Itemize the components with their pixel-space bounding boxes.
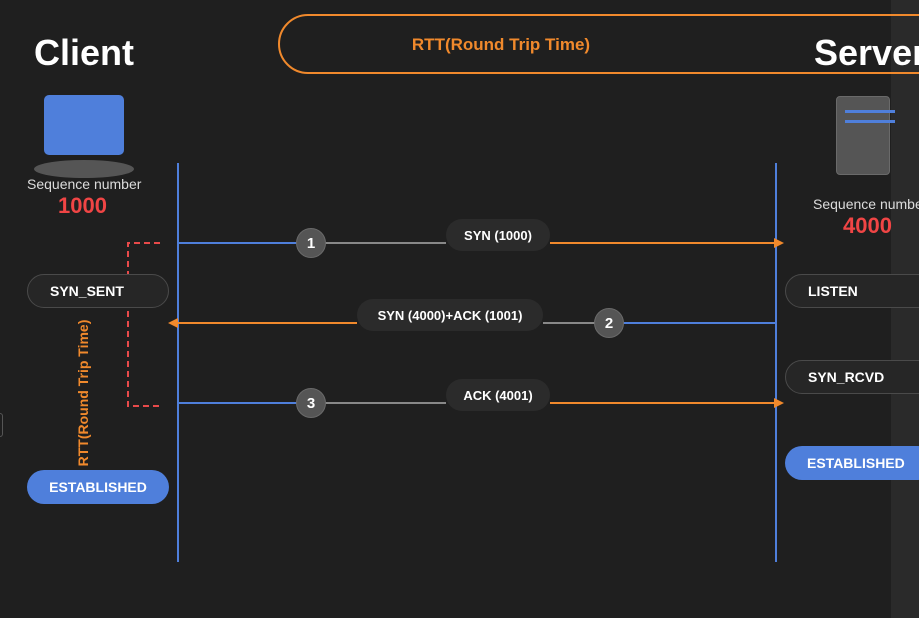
laptop-base-icon — [34, 160, 134, 178]
server-state-listen: LISTEN — [785, 274, 919, 308]
message-3-label: ACK (4001) — [446, 379, 550, 411]
client-sequence-label: Sequence number — [27, 176, 142, 192]
message-1-label: SYN (1000) — [446, 219, 550, 251]
client-state-syn-sent: SYN_SENT — [27, 274, 169, 308]
step-2-badge: 2 — [594, 308, 624, 338]
rtt-banner-label: RTT(Round Trip Time) — [411, 35, 591, 54]
client-state-established: ESTABLISHED — [27, 470, 169, 504]
server-sequence-label: Sequence number — [813, 196, 919, 212]
laptop-icon — [44, 95, 124, 155]
server-title: Server — [814, 32, 919, 73]
server-slot-icon — [845, 110, 895, 113]
server-icon — [836, 96, 890, 175]
rtt-vertical-label: RTT(Round Trip Time) — [75, 319, 91, 467]
server-sequence-value: 4000 — [843, 213, 892, 238]
left-edge-handle — [0, 413, 3, 437]
rtt-banner — [278, 14, 919, 74]
server-slot-icon — [845, 120, 895, 123]
right-panel-edge — [891, 0, 919, 618]
step-1-badge: 1 — [296, 228, 326, 258]
server-state-established: ESTABLISHED — [785, 446, 919, 480]
rtt-bracket — [127, 242, 160, 407]
client-title: Client — [34, 32, 135, 73]
step-3-badge: 3 — [296, 388, 326, 418]
server-state-syn-rcvd: SYN_RCVD — [785, 360, 919, 394]
message-2-label: SYN (4000)+ACK (1001) — [357, 299, 543, 331]
client-sequence-value: 1000 — [58, 193, 107, 218]
